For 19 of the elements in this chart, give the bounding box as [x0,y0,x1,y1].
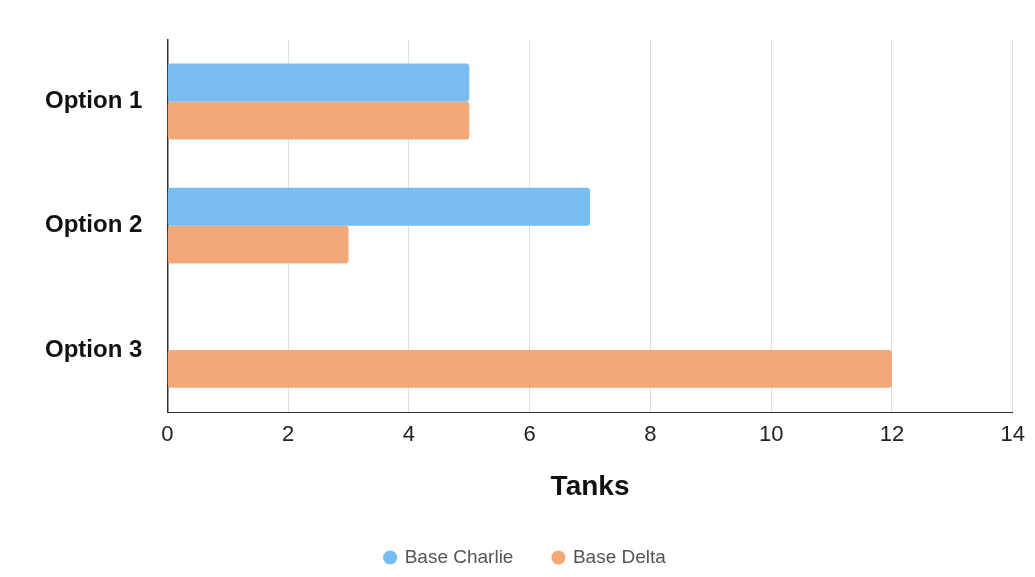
legend-label: Base Delta [572,545,667,567]
x-tick-label: 2 [281,421,295,447]
y-tick-label: Option 2 [45,210,143,238]
x-tick-label: 12 [879,421,905,447]
bar [167,187,591,226]
bar [167,63,470,102]
x-axis-title: Tanks [550,469,630,501]
y-tick-label: Option 3 [45,334,143,362]
x-tick-label: 0 [161,421,174,447]
bar [167,101,470,140]
x-tick-label: 8 [644,421,657,447]
x-tick-label: 10 [758,421,784,447]
bar [167,349,892,388]
legend-label: Base Charlie [404,545,514,567]
y-tick-label: Option 1 [45,86,143,114]
x-tick-label: 14 [1000,421,1026,447]
x-tick-label: 6 [523,421,536,447]
bar [167,225,349,264]
x-tick-label: 4 [402,421,415,447]
